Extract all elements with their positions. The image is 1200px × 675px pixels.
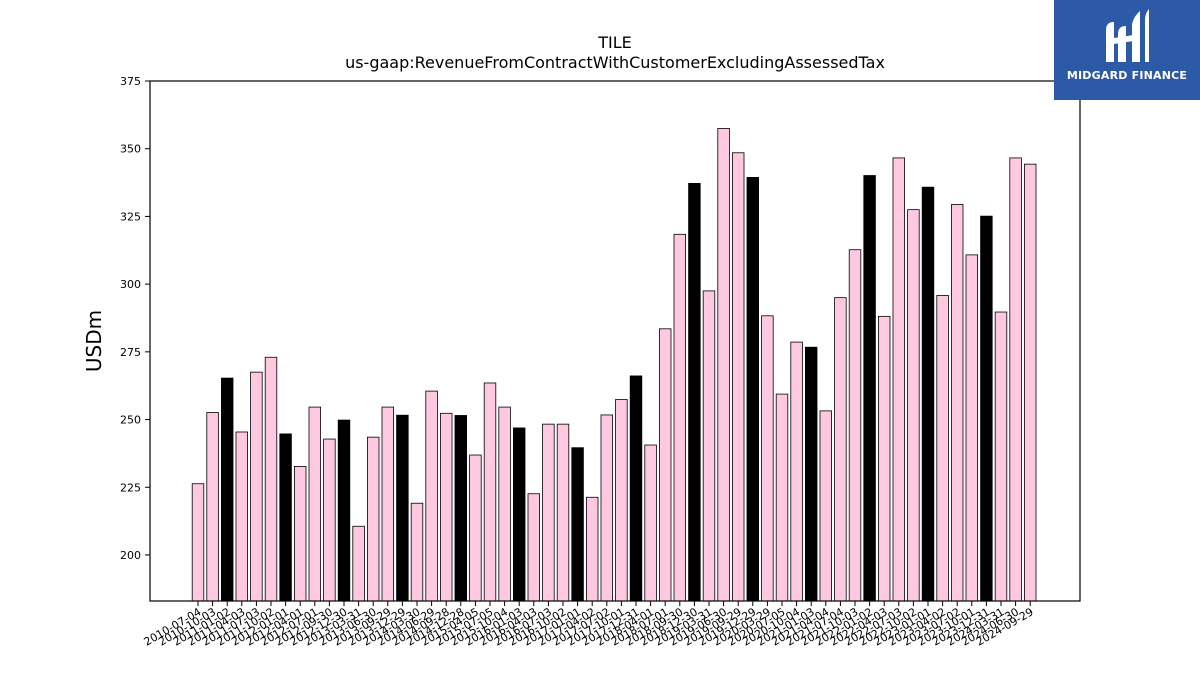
y-tick-label: 275 bbox=[120, 346, 141, 359]
y-tick-label: 250 bbox=[120, 414, 141, 427]
bar-2023-04-02 bbox=[936, 295, 949, 602]
y-axis: 200 225 250 275 300 325 350 375 bbox=[120, 75, 150, 562]
bar-2016-10-02 bbox=[556, 423, 570, 602]
y-tick-label: 200 bbox=[120, 549, 141, 562]
bar-2018-12-30 bbox=[688, 182, 701, 602]
bar-2019-03-31 bbox=[702, 290, 716, 602]
bar-2014-09-28 bbox=[439, 412, 453, 602]
bar-2013-09-29 bbox=[381, 406, 395, 602]
bar-2022-10-02 bbox=[907, 209, 920, 602]
bar-2019-09-29 bbox=[732, 152, 745, 602]
bar-2020-07-05 bbox=[775, 393, 789, 602]
bar-2020-10-04 bbox=[790, 341, 803, 602]
bar-2018-07-01 bbox=[659, 328, 672, 602]
bar-2014-03-30 bbox=[410, 502, 424, 602]
y-tick-label: 225 bbox=[120, 481, 141, 494]
bar-2023-07-02 bbox=[951, 204, 964, 602]
bar-2012-12-30 bbox=[337, 419, 351, 602]
y-tick-label: 375 bbox=[120, 75, 141, 88]
bar-2014-06-29 bbox=[425, 390, 438, 602]
bar-2013-06-30 bbox=[366, 436, 380, 602]
bar-2012-07-01 bbox=[308, 406, 322, 602]
bar-2021-07-04 bbox=[834, 297, 847, 602]
bar-2012-04-01 bbox=[293, 465, 307, 602]
bar-2016-04-03 bbox=[527, 493, 541, 602]
chart-title: TILE bbox=[597, 33, 632, 52]
bar-2017-04-02 bbox=[586, 496, 599, 602]
bar-2011-07-03 bbox=[250, 371, 263, 602]
bar-2017-01-01 bbox=[571, 447, 584, 602]
bar-2023-12-31 bbox=[980, 215, 993, 602]
bar-2016-07-03 bbox=[542, 423, 555, 602]
bar-2021-10-03 bbox=[848, 249, 862, 602]
bar-2017-12-31 bbox=[629, 375, 643, 602]
bar-2018-09-30 bbox=[673, 233, 687, 602]
bar-2023-01-01 bbox=[921, 186, 935, 602]
bar-2021-01-03 bbox=[805, 346, 818, 602]
bar-2017-10-01 bbox=[615, 399, 628, 602]
bar-2019-06-30 bbox=[717, 127, 730, 602]
bar-2014-12-28 bbox=[454, 415, 468, 602]
y-tick-label: 325 bbox=[120, 210, 141, 223]
midgard-logo-mark-icon bbox=[1106, 9, 1149, 62]
x-axis: 2010-07-042010-10-032011-01-022011-04-03… bbox=[142, 601, 1036, 649]
bar-2015-10-04 bbox=[498, 406, 511, 602]
bar-2011-04-03 bbox=[235, 431, 249, 602]
bar-2010-07-04 bbox=[191, 483, 205, 602]
bar-2013-03-31 bbox=[352, 525, 365, 602]
bar-2022-01-02 bbox=[863, 175, 876, 602]
chart-subtitle: us-gaap:RevenueFromContractWithCustomerE… bbox=[345, 53, 885, 72]
y-tick-label: 300 bbox=[120, 278, 141, 291]
bar-2021-04-04 bbox=[819, 410, 833, 602]
bar-2010-10-03 bbox=[206, 412, 219, 602]
bars-group bbox=[191, 127, 1037, 602]
midgard-finance-logo: MIDGARD FINANCE bbox=[1054, 0, 1200, 100]
bar-2011-10-02 bbox=[264, 356, 278, 602]
bar-2011-01-02 bbox=[220, 377, 234, 602]
bar-2018-04-01 bbox=[644, 444, 657, 602]
plot-frame bbox=[149, 80, 1081, 602]
bar-2012-09-30 bbox=[323, 438, 336, 602]
bar-2022-04-03 bbox=[878, 315, 891, 602]
bar-2024-03-31 bbox=[994, 311, 1008, 602]
y-axis-label: USDm bbox=[82, 310, 106, 372]
y-tick-label: 350 bbox=[120, 143, 141, 156]
bar-2023-10-01 bbox=[965, 254, 979, 602]
bar-2022-07-03 bbox=[892, 157, 906, 602]
logo-text: MIDGARD FINANCE bbox=[1066, 69, 1188, 82]
bar-2017-07-02 bbox=[600, 414, 614, 602]
bar-2015-07-05 bbox=[483, 382, 497, 602]
bar-2024-06-30 bbox=[1009, 157, 1022, 602]
bar-2016-01-03 bbox=[513, 427, 526, 602]
bar-2019-12-29 bbox=[746, 177, 760, 602]
bar-2015-04-05 bbox=[469, 454, 482, 602]
bar-2024-09-29 bbox=[1024, 163, 1037, 602]
bar-2020-03-29 bbox=[761, 315, 774, 602]
bar-2013-12-29 bbox=[396, 414, 409, 602]
bar-2012-01-01 bbox=[279, 433, 292, 602]
